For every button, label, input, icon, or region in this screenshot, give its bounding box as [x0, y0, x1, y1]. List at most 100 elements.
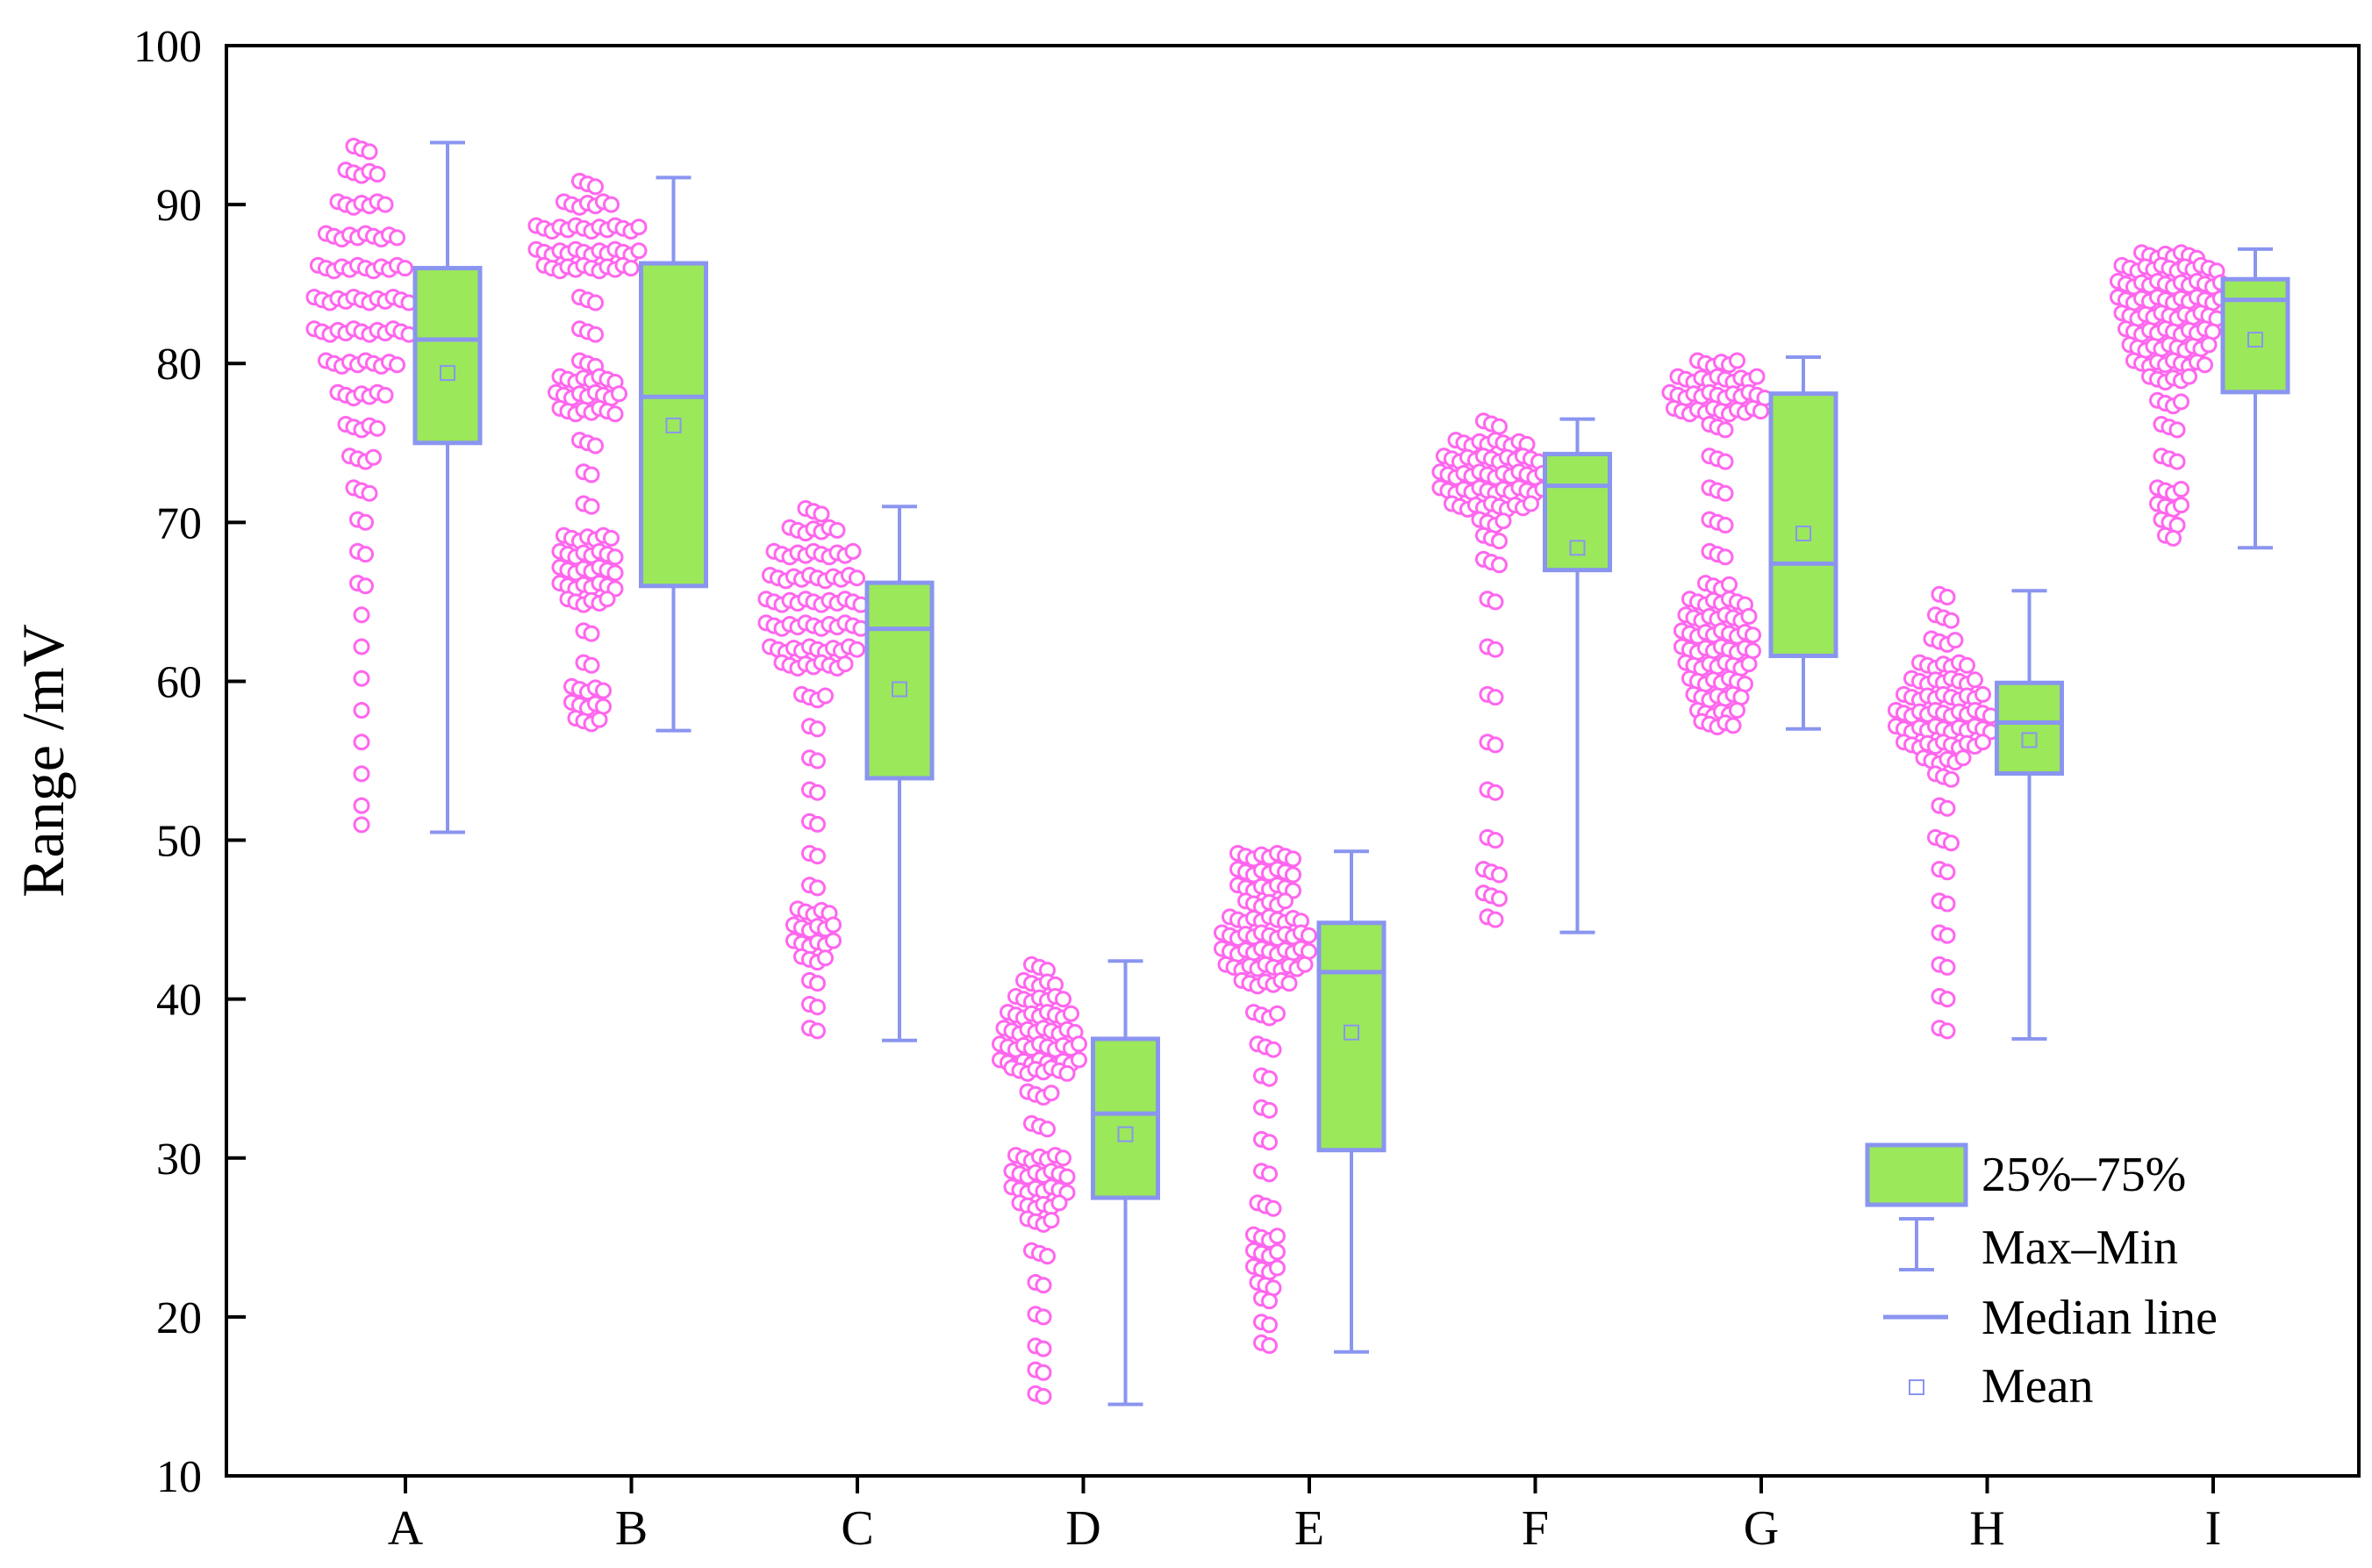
point-cloud-F: [1431, 412, 1551, 928]
data-point: [1938, 863, 1956, 881]
data-point: [817, 687, 834, 705]
data-point: [587, 437, 604, 455]
point-cloud-G: [1661, 352, 1774, 735]
y-tick-label: 60: [156, 657, 202, 707]
x-tick-label: C: [841, 1501, 873, 1556]
data-point: [1938, 895, 1956, 913]
y-tick-label: 50: [156, 817, 202, 867]
point-cloud-C: [757, 500, 870, 1040]
data-point: [376, 386, 394, 404]
x-tick-label: F: [1522, 1501, 1549, 1556]
data-point: [1523, 495, 1539, 512]
data-point: [1752, 403, 1769, 420]
legend-label-whisker: Max–Min: [1981, 1221, 2178, 1275]
data-point: [1285, 866, 1301, 884]
data-point: [1967, 671, 1983, 689]
data-point: [1269, 1228, 1286, 1245]
data-point: [583, 498, 600, 515]
y-tick-label: 100: [133, 22, 202, 72]
x-tick-label: G: [1744, 1501, 1779, 1556]
data-point: [1724, 717, 1742, 734]
data-point: [1043, 1212, 1060, 1229]
data-point: [1071, 1035, 1087, 1053]
data-point: [369, 419, 386, 437]
data-point: [1974, 734, 1991, 751]
data-point: [1261, 1292, 1278, 1310]
data-point: [361, 143, 378, 161]
mean-marker-F: [1569, 540, 1586, 556]
x-tick-label: A: [388, 1501, 424, 1556]
data-point: [357, 546, 374, 563]
data-point: [1277, 892, 1293, 910]
data-point: [1959, 656, 1975, 674]
iqr-box-G: [1768, 391, 1838, 658]
data-point: [1285, 850, 1301, 868]
data-point: [1039, 1121, 1056, 1138]
data-point: [1487, 641, 1504, 658]
data-point: [1729, 702, 1745, 719]
data-point: [809, 848, 826, 865]
point-cloud-A: [305, 138, 418, 834]
x-tick-label: H: [1969, 1501, 2004, 1556]
data-point: [1261, 1337, 1278, 1354]
data-point: [353, 797, 370, 814]
data-point: [1740, 607, 1758, 625]
iqr-box-H: [1995, 680, 2064, 776]
x-tick-label: I: [2205, 1501, 2222, 1556]
data-point: [1261, 1165, 1278, 1183]
data-point: [353, 669, 370, 687]
mean-marker-D: [1117, 1126, 1134, 1142]
data-point: [1301, 927, 1317, 944]
data-point: [844, 542, 862, 560]
y-tick-label: 90: [156, 181, 202, 231]
data-point: [353, 606, 370, 624]
data-point: [630, 218, 648, 236]
data-point: [1296, 956, 1314, 973]
data-point: [849, 641, 865, 658]
data-point: [353, 702, 370, 719]
y-axis-label: Range /mV: [10, 624, 76, 898]
data-point: [1058, 1064, 1076, 1082]
mean-marker-H: [2021, 732, 2038, 748]
data-point: [1487, 784, 1504, 801]
data-point: [1938, 927, 1956, 944]
legend: 25%–75% Max–Min Median line Mean: [1865, 1142, 2218, 1414]
x-tick-label: B: [615, 1501, 648, 1556]
data-point: [1261, 1101, 1278, 1119]
data-point: [2168, 453, 2186, 470]
data-point: [825, 916, 842, 934]
data-point: [1943, 770, 1960, 788]
data-point: [1035, 1387, 1052, 1405]
data-point: [2173, 481, 2189, 498]
data-point: [603, 196, 620, 213]
data-point: [1487, 832, 1504, 849]
data-point: [598, 591, 616, 608]
data-point: [606, 548, 624, 566]
data-point: [1035, 1340, 1052, 1357]
data-point: [389, 356, 405, 374]
data-point: [1716, 421, 1734, 439]
data-point: [595, 682, 612, 699]
data-point: [606, 405, 624, 423]
data-point: [2196, 356, 2213, 374]
data-point: [1491, 418, 1508, 435]
data-point: [809, 999, 826, 1016]
data-point: [1280, 975, 1298, 992]
data-point: [1491, 556, 1508, 574]
data-point: [1491, 890, 1508, 907]
data-point: [1938, 799, 1956, 817]
data-point: [809, 975, 826, 992]
data-point: [809, 752, 826, 770]
point-cloud-H: [1888, 585, 1999, 1040]
data-point: [809, 784, 826, 801]
data-point: [1938, 1022, 1956, 1040]
data-point: [1716, 484, 1734, 502]
x-tick-label: E: [1294, 1501, 1324, 1556]
data-point: [836, 655, 854, 673]
legend-label-median: Median line: [1981, 1291, 2218, 1345]
data-point: [1716, 548, 1734, 566]
iqr-box-B: [639, 261, 708, 589]
data-point: [1494, 512, 1512, 530]
data-point: [603, 529, 620, 547]
iqr-box-A: [412, 266, 483, 446]
